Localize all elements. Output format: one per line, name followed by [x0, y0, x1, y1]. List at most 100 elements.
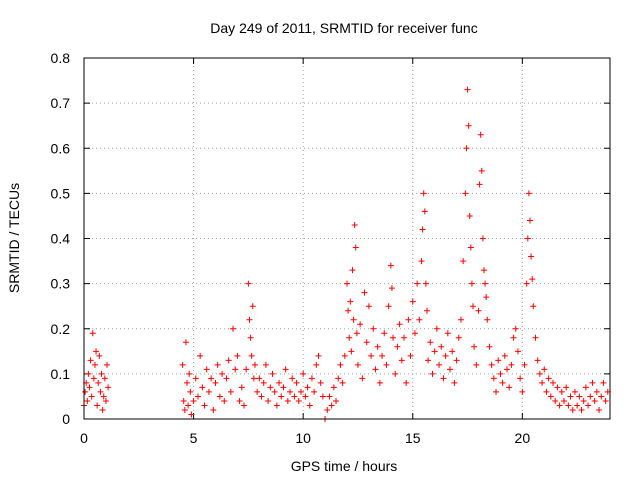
data-point — [102, 397, 109, 404]
data-point — [543, 388, 550, 395]
data-point — [569, 406, 576, 413]
data-point — [470, 303, 477, 310]
data-point — [409, 298, 416, 305]
data-point — [460, 258, 467, 265]
data-point — [565, 402, 572, 409]
data-point — [419, 226, 426, 233]
data-point — [398, 357, 405, 364]
data-point — [517, 375, 524, 382]
data-point — [589, 379, 596, 386]
data-point — [558, 388, 565, 395]
data-point — [467, 244, 474, 251]
data-point — [440, 375, 447, 382]
data-point — [359, 375, 366, 382]
data-point — [216, 393, 223, 400]
data-point — [376, 379, 383, 386]
data-point — [442, 352, 449, 359]
data-point — [214, 361, 221, 368]
data-point — [550, 379, 557, 386]
data-point — [490, 375, 497, 382]
y-tick-label: 0 — [62, 411, 70, 427]
data-point — [473, 361, 480, 368]
data-point — [89, 330, 96, 337]
y-tick-label: 0.8 — [51, 50, 71, 66]
data-point — [414, 280, 421, 287]
data-point — [400, 334, 407, 341]
data-point — [300, 370, 307, 377]
data-point — [363, 339, 370, 346]
data-point — [465, 122, 472, 129]
data-point — [194, 393, 201, 400]
data-point — [269, 370, 276, 377]
data-point — [353, 330, 360, 337]
data-point — [436, 361, 443, 368]
data-point — [394, 343, 401, 350]
data-point — [403, 379, 410, 386]
data-point — [328, 402, 335, 409]
data-point — [523, 280, 530, 287]
data-point — [420, 190, 427, 197]
data-point — [238, 384, 245, 391]
data-point — [304, 384, 311, 391]
data-point — [556, 402, 563, 409]
data-point — [600, 379, 607, 386]
data-point — [245, 280, 252, 287]
data-point — [267, 384, 274, 391]
data-point — [563, 384, 570, 391]
data-point — [495, 357, 502, 364]
data-point — [506, 384, 513, 391]
x-tick-label: 15 — [405, 430, 421, 446]
data-point — [97, 388, 104, 395]
data-point — [179, 361, 186, 368]
data-point — [234, 352, 241, 359]
data-point — [488, 361, 495, 368]
data-point — [273, 402, 280, 409]
data-point — [598, 393, 605, 400]
data-point — [433, 325, 440, 332]
data-point — [483, 294, 490, 301]
data-point — [223, 375, 230, 382]
data-point — [521, 361, 528, 368]
data-point — [90, 375, 97, 382]
data-point — [311, 388, 318, 395]
data-point — [256, 375, 263, 382]
data-point — [405, 316, 412, 323]
data-point — [348, 348, 355, 355]
data-point — [262, 361, 269, 368]
data-point — [453, 357, 460, 364]
data-point — [567, 393, 574, 400]
x-tick-label: 0 — [80, 430, 88, 446]
data-point — [529, 276, 536, 283]
data-point — [203, 366, 210, 373]
data-point — [339, 379, 346, 386]
data-point — [306, 402, 313, 409]
data-point — [324, 406, 331, 413]
data-point — [510, 334, 517, 341]
data-point — [351, 221, 358, 228]
data-point — [297, 388, 304, 395]
y-axis-label: SRMTID / TECUs — [6, 183, 22, 293]
data-point — [411, 330, 418, 337]
data-point — [302, 393, 309, 400]
data-point — [230, 325, 237, 332]
data-point — [227, 388, 234, 395]
y-tick-label: 0.2 — [51, 321, 71, 337]
data-point — [271, 388, 278, 395]
data-point — [197, 352, 204, 359]
data-point — [457, 316, 464, 323]
data-point — [365, 303, 372, 310]
data-point — [539, 379, 546, 386]
data-point — [477, 131, 484, 138]
data-point — [591, 397, 598, 404]
data-point — [383, 361, 390, 368]
data-point — [525, 190, 532, 197]
data-point — [423, 307, 430, 314]
data-point — [350, 316, 357, 323]
data-point — [493, 388, 500, 395]
data-point — [225, 357, 232, 364]
data-point — [278, 393, 285, 400]
data-point — [479, 235, 486, 242]
data-point — [86, 384, 93, 391]
data-point — [184, 379, 191, 386]
